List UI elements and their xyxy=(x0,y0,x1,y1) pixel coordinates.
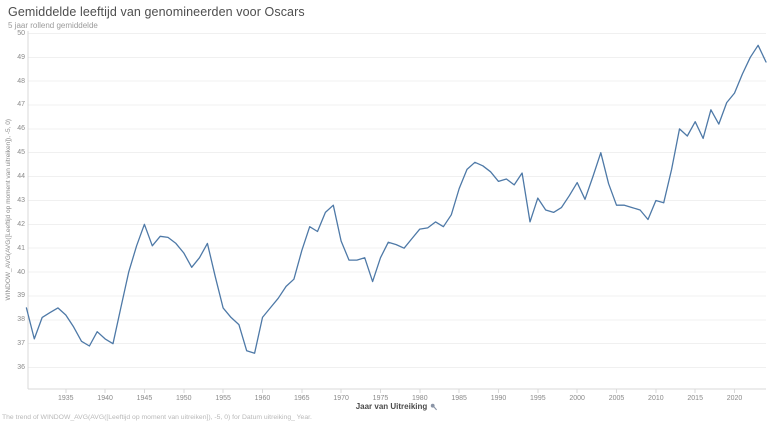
x-tick-label: 1935 xyxy=(57,395,74,402)
x-tick-label: 1960 xyxy=(254,395,271,402)
y-tick-label: 47 xyxy=(17,101,25,109)
x-tick-label: 1945 xyxy=(136,395,153,402)
y-tick-label: 45 xyxy=(17,149,25,157)
x-tick-label: 1985 xyxy=(451,395,467,402)
x-tick-label: 1965 xyxy=(294,395,310,402)
y-tick-label: 40 xyxy=(17,268,25,276)
page-title: Gemiddelde leeftijd van genomineerden vo… xyxy=(8,5,305,19)
y-tick-label: 36 xyxy=(17,364,25,372)
y-tick-label: 48 xyxy=(17,77,25,85)
y-tick-label: 42 xyxy=(17,220,25,228)
y-tick-label: 44 xyxy=(17,173,25,181)
y-tick-label: 49 xyxy=(17,53,25,61)
x-tick-label: 2010 xyxy=(648,395,664,402)
x-tick-label: 2000 xyxy=(569,395,585,402)
x-tick-label: 1950 xyxy=(175,395,192,402)
x-tick-label: 1955 xyxy=(215,395,231,402)
x-axis-title-text: Jaar van Uitreiking xyxy=(355,402,428,411)
y-tick-label: 43 xyxy=(17,196,25,204)
y-tick-label: 38 xyxy=(17,316,25,324)
y-tick-label: 37 xyxy=(17,340,25,348)
x-tick-label: 1995 xyxy=(530,395,546,402)
chart-subtitle: 5 jaar rollend gemiddelde xyxy=(8,21,98,30)
x-tick-label: 2005 xyxy=(608,395,625,402)
x-tick-label: 1980 xyxy=(412,395,428,402)
x-tick-label: 2015 xyxy=(687,395,703,402)
caption-text: The trend of WINDOW_AVG(AVG([Leeftijd op… xyxy=(2,414,312,421)
y-tick-label: 39 xyxy=(17,292,25,300)
x-tick-label: 1940 xyxy=(97,395,113,402)
y-tick-label: 50 xyxy=(17,29,25,37)
x-axis-title: Jaar van Uitreiking xyxy=(28,402,766,411)
pin-icon xyxy=(431,403,438,410)
x-tick-label: 2020 xyxy=(726,395,743,402)
y-tick-label: 46 xyxy=(17,125,25,133)
y-tick-label: 41 xyxy=(17,244,25,252)
x-tick-label: 1975 xyxy=(372,395,389,402)
x-tick-label: 1990 xyxy=(490,395,507,402)
trend-line[interactable] xyxy=(25,44,767,354)
x-tick-label: 1970 xyxy=(333,395,349,402)
